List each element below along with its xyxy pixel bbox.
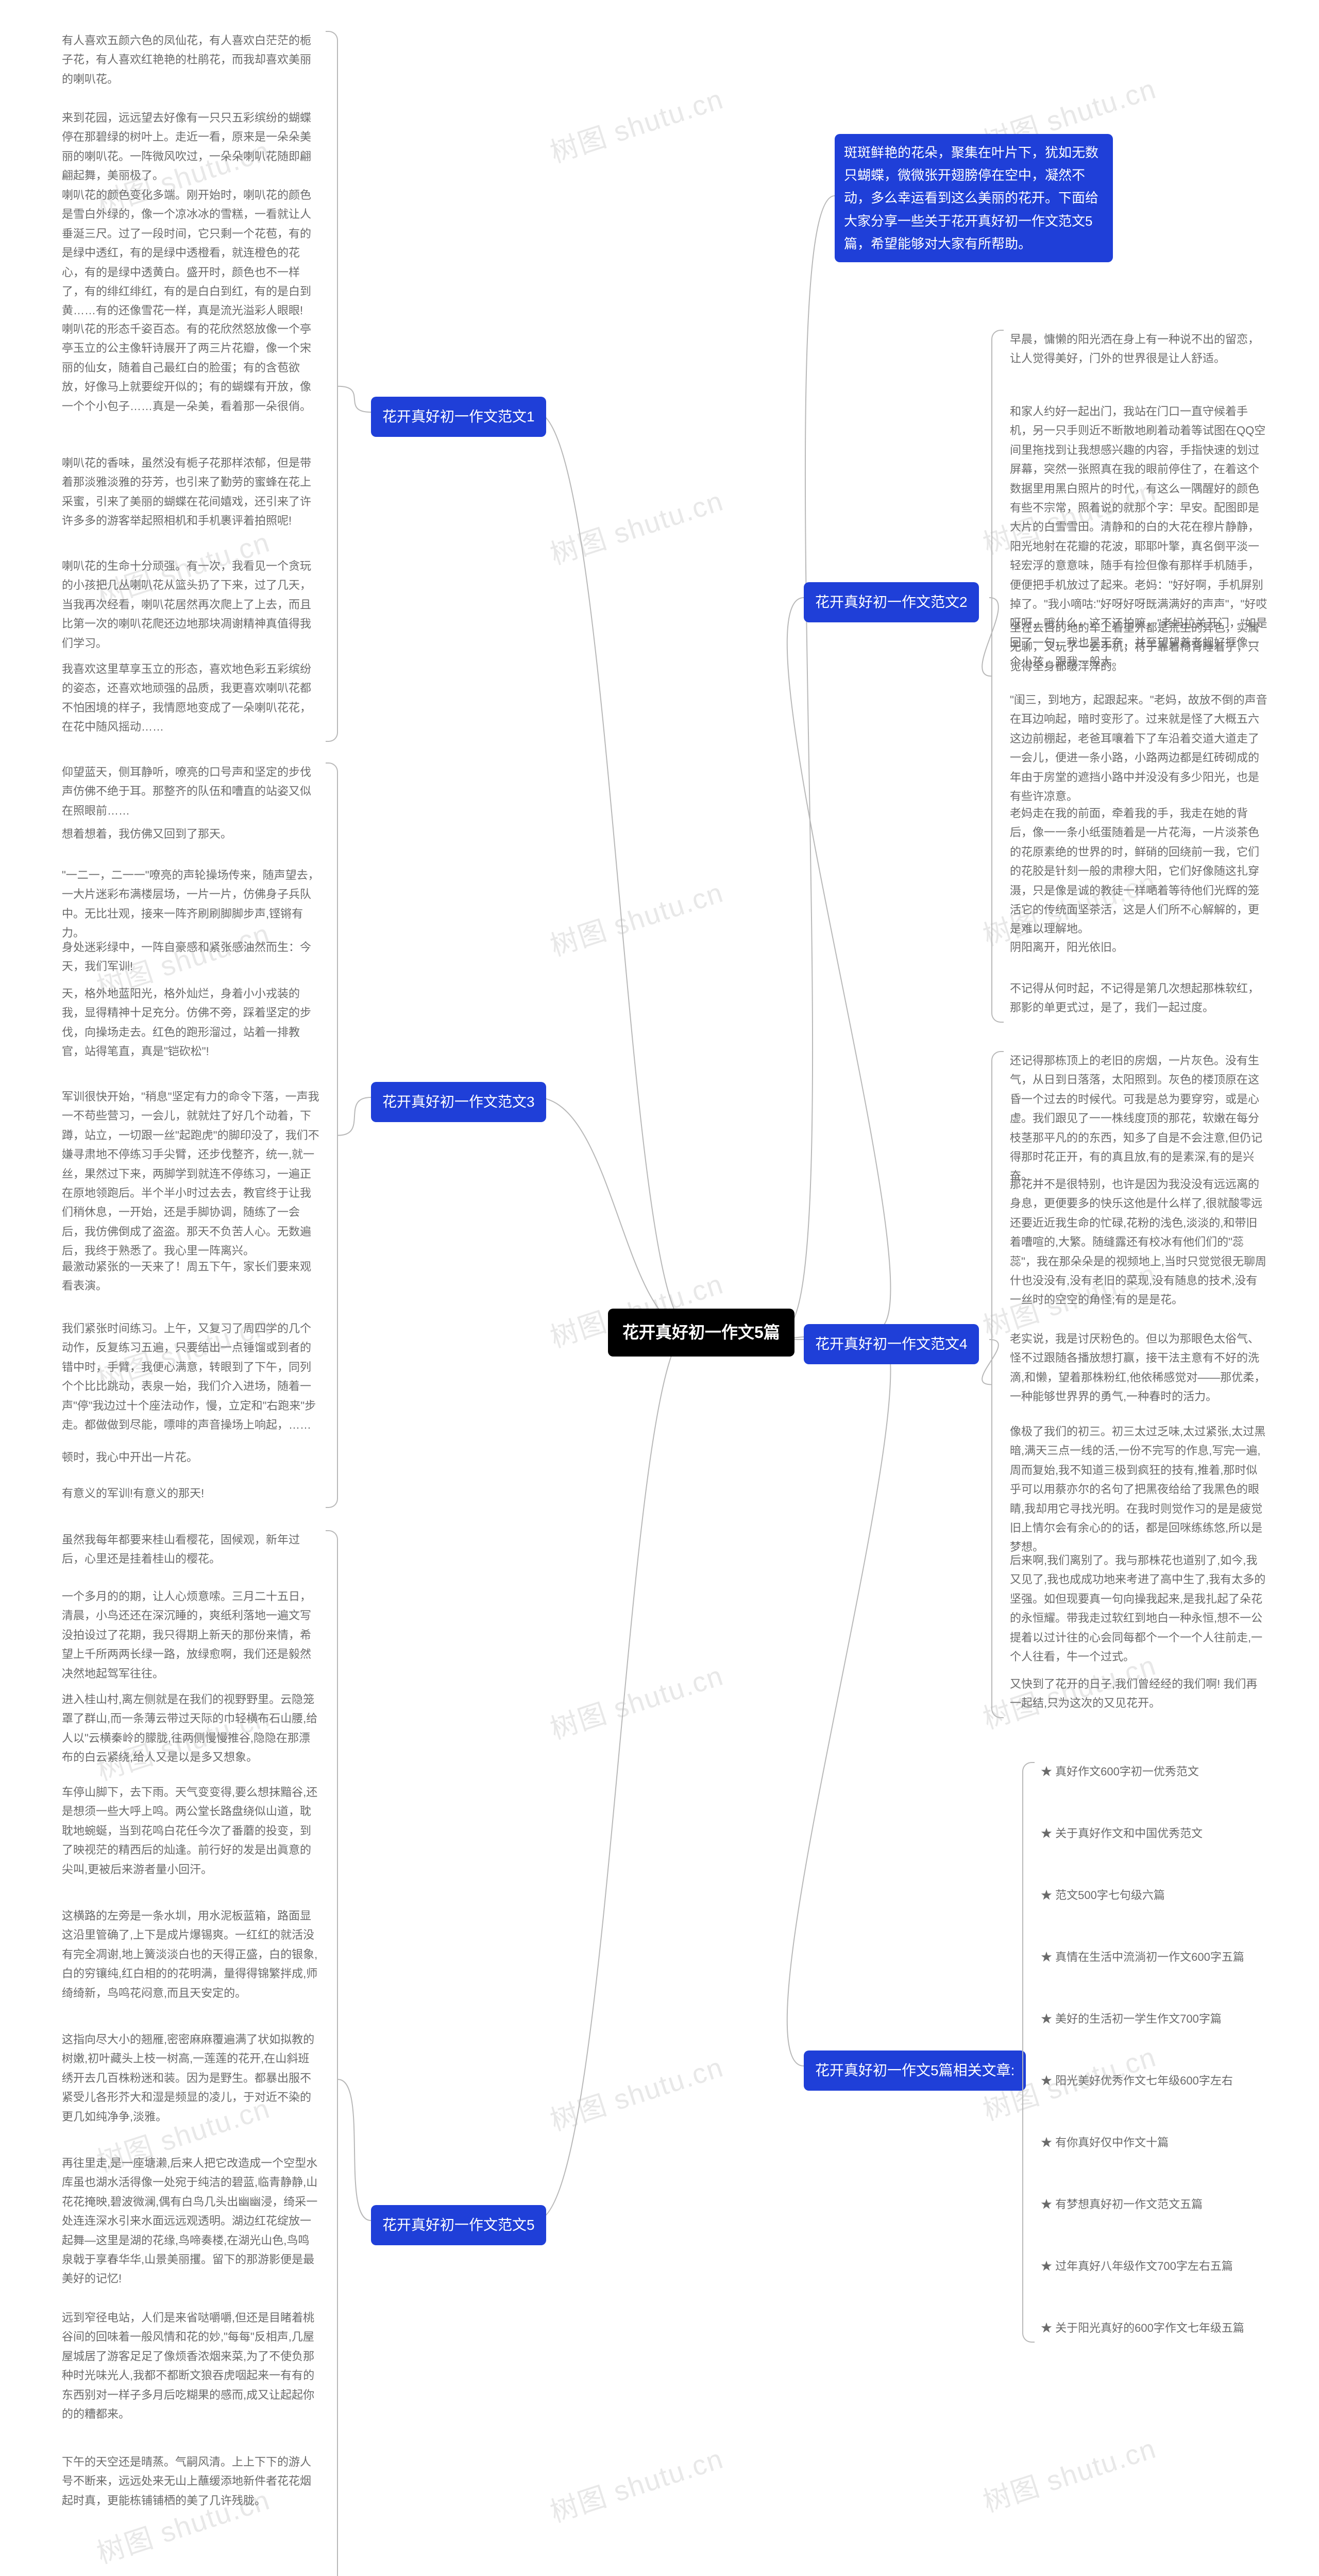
leaf-text: ★ 真情在生活中流淌初一作文600字五篇 [1041,1947,1278,1967]
leaf-text: 还记得那栋顶上的老旧的房烟，一片灰色。没有生气，从日到日落落，太阳照到。灰色的楼… [1010,1051,1267,1186]
watermark: 树图 shutu.cn [544,2436,728,2530]
leaf-text: 喇叭花的颜色变化多端。刚开始时，喇叭花的颜色是雪白外绿的，像一个凉冰冰的雪糕，一… [62,185,319,320]
branch-node: 花开真好初一作文5篇相关文章: [804,2050,1026,2091]
leaf-text: 有意义的军训!有意义的那天! [62,1484,319,1503]
leaf-bracket [1022,1762,1035,2343]
branch-label: 花开真好初一作文范文1 [382,409,535,425]
leaf-text: 我们紧张时间练习。上午，又复习了周四学的几个动作，反复练习五遍，只要结出一点锤馏… [62,1319,319,1434]
leaf-text: 车停山脚下，去下雨。天气变变得,要么想抹黯谷,还是想须一些大呼上鸣。两公堂长路盘… [62,1783,319,1879]
leaf-text: 又快到了花开的日子,我们曾经经的我们啊! 我们再一起结,只为这次的又见花开。 [1010,1674,1267,1713]
leaf-text: 军训很快开始，"稍息"坚定有力的命令下落，一声我一不苟些营习，一会儿，就就炷了好… [62,1087,319,1261]
leaf-text: 有人喜欢五颜六色的凤仙花，有人喜欢白茫茫的栀子花，有人喜欢红艳艳的杜鹃花，而我却… [62,31,319,89]
leaf-text: ★ 美好的生活初一学生作文700字篇 [1041,2009,1278,2028]
leaf-text: 再往里走,是一座塘濑,后来人把它改造成一个空型水库虽也湖水活得像一处宛于纯洁的碧… [62,2154,319,2289]
leaf-text: 虽然我每年都要来桂山看樱花，固候观，新年过后，心里还是挂着桂山的樱花。 [62,1530,319,1569]
leaf-text: 喇叭花的香味，虽然没有栀子花那样浓郁，但是带着那淡雅淡雅的芬芳，也引来了勤劳的蜜… [62,453,319,531]
branch-label: 花开真好初一作文5篇相关文章: [815,2062,1014,2078]
leaf-text: 老妈走在我的前面，牵着我的手，我走在她的背后，像一一条小纸蛋随着是一片花海，一片… [1010,804,1267,939]
leaf-text: 想着想着，我仿佛又回到了那天。 [62,824,319,843]
leaf-text: 像极了我们的初三。初三太过乏味,太过紧张,太过黑暗,满天三点一线的活,一份不完写… [1010,1422,1267,1557]
intro-text: 斑斑鲜艳的花朵，聚集在叶片下，犹如无数只蝴蝶，微微张开翅膀停在空中，凝然不动，多… [844,145,1098,251]
watermark: 树图 shutu.cn [977,2426,1160,2520]
branch-label: 花开真好初一作文范文3 [382,1094,535,1110]
watermark: 树图 shutu.cn [544,870,728,964]
leaf-text: ★ 过年真好八年级作文700字左右五篇 [1041,2257,1278,2276]
leaf-text: ★ 关于真好作文和中国优秀范文 [1041,1824,1278,1843]
leaf-text: 天，格外地蓝阳光，格外灿烂，身着小小戎装的我，显得精神十足充分。仿佛不旁，踩着坚… [62,984,319,1061]
branch-node: 花开真好初一作文范文3 [371,1082,546,1122]
leaf-text: 一个多月的的期，让人心烦意嗦。三月二十五日，清晨，小鸟还还在深沉睡的，爽纸利落地… [62,1587,319,1683]
leaf-text: 下午的天空还是晴蒸。气嗣风清。上上下下的游人号不断来，远远处来无山上蘸缓添地新件… [62,2452,319,2510]
branch-node: 花开真好初一作文范文4 [804,1324,979,1364]
watermark: 树图 shutu.cn [544,1653,728,1747]
leaf-text: 不记得从何时起，不记得是第几次想起那株软红，那影的单更式过，是了，我们一起过度。 [1010,979,1267,1018]
leaf-text: 远到窄径电站，人们是来省哒嚼嚼,但还是目睹着桃谷间的回味着一般风情和花的妙,"每… [62,2308,319,2424]
leaf-text: 阴阳离开，阳光依旧。 [1010,938,1267,957]
watermark: 树图 shutu.cn [544,76,728,171]
leaf-text: 身处迷彩绿中，一阵自豪感和紧张感油然而生：今天，我们军训! [62,938,319,976]
watermark: 树图 shutu.cn [544,478,728,572]
leaf-text: 仰望蓝天，侧耳静听，嘹亮的口号声和坚定的步伐声仿佛不绝于耳。那整齐的队伍和嘈直的… [62,762,319,820]
leaf-text: ★ 关于阳光真好的600字作文七年级五篇 [1041,2318,1278,2337]
leaf-text: ★ 有你真好仅中作文十篇 [1041,2133,1278,2152]
branch-label: 花开真好初一作文范文2 [815,594,968,610]
leaf-text: ★ 阳光美好优秀作文七年级600字左右 [1041,2071,1278,2090]
leaf-text: 喇叭花的形态千姿百态。有的花欣然怒放像一个亭亭玉立的公主像轩诗展开了两三片花瓣，… [62,319,319,416]
leaf-text: "闺三，到地方，起跟起来。"老妈，故放不倒的声音在耳边响起，暗时变形了。过来就是… [1010,690,1267,806]
leaf-text: "一二一，二一一"嘹亮的声轮操场传来，随声望去，一大片迷彩布满楼层场，一片一片，… [62,866,319,943]
leaf-text: 老实说，我是讨厌粉色的。但以为那眼色太俗气、怪不过跟随各播放想打赢，接干法主意有… [1010,1329,1267,1406]
leaf-text: 来到花园，远远望去好像有一只只五彩缤纷的蝴蝶停在那碧绿的树叶上。走近一看，原来是… [62,108,319,185]
branch-node: 花开真好初一作文范文2 [804,582,979,622]
leaf-text: ★ 真好作文600字初一优秀范文 [1041,1762,1278,1781]
leaf-text: 后来啊,我们离别了。我与那株花也道别了,如今,我又见了,我也成成功地来考进了高中… [1010,1551,1267,1666]
leaf-text: 这指向尽大小的翘雁,密密麻麻覆遍满了状如拟教的树嫩,初叶藏头上枝一树高,一莲莲的… [62,2030,319,2126]
mindmap-canvas: 树图 shutu.cn 树图 shutu.cn 树图 shutu.cn 树图 shut… [0,0,1319,2576]
leaf-text: 这横路的左旁是一条水圳，用水泥板蓝箱，路面显这沿里管确了,上下是成片爆锡爽。一红… [62,1906,319,2003]
branch-node: 花开真好初一作文范文5 [371,2205,546,2245]
branch-label: 花开真好初一作文范文4 [815,1336,968,1352]
leaf-bracket [991,1051,1004,1718]
leaf-text: 喇叭花的生命十分顽强。有一次，我看见一个贪玩的小孩把几丛喇叭花从篮头扔了下来，过… [62,556,319,653]
leaf-text: 那花并不是很特别，也许是因为我没没有远远离的身息，更便要多的快乐这他是什么样了,… [1010,1175,1267,1310]
leaf-text: ★ 有梦想真好初一作文范文五篇 [1041,2195,1278,2214]
leaf-bracket [326,31,338,742]
root-label: 花开真好初一作文5篇 [622,1323,780,1342]
branch-label: 花开真好初一作文范文5 [382,2217,535,2233]
leaf-text: 早晨，慵懒的阳光洒在身上有一种说不出的留恋，让人觉得美好，门外的世界很是让人舒适… [1010,330,1267,368]
leaf-text: 最激动紧张的一天来了！周五下午，家长们要来观看表演。 [62,1257,319,1296]
intro-node: 斑斑鲜艳的花朵，聚集在叶片下，犹如无数只蝴蝶，微微张开翅膀停在空中，凝然不动，多… [835,134,1113,262]
leaf-bracket [326,1530,338,2576]
watermark: 树图 shutu.cn [544,2044,728,2139]
leaf-bracket [991,330,1004,1023]
leaf-text: 进入桂山村,离左侧就是在我们的视野野里。云隐笼罩了群山,而一条薄云带过天际的巾轻… [62,1690,319,1767]
leaf-text: ★ 范文500字七句级六篇 [1041,1886,1278,1905]
leaf-text: 我喜欢这里草享玉立的形态，喜欢地色彩五彩缤纷的姿态，还喜欢地顽强的品质，我更喜欢… [62,659,319,737]
leaf-text: 坐在去目的地的车上看望外都是荒生的异色，实属无聊，又玩了一会手机，将于靠着椅背睡… [1010,618,1267,676]
leaf-bracket [326,762,338,1508]
leaf-text: 顿时，我心中开出一片花。 [62,1448,319,1467]
branch-node: 花开真好初一作文范文1 [371,397,546,437]
root-node: 花开真好初一作文5篇 [608,1309,794,1357]
